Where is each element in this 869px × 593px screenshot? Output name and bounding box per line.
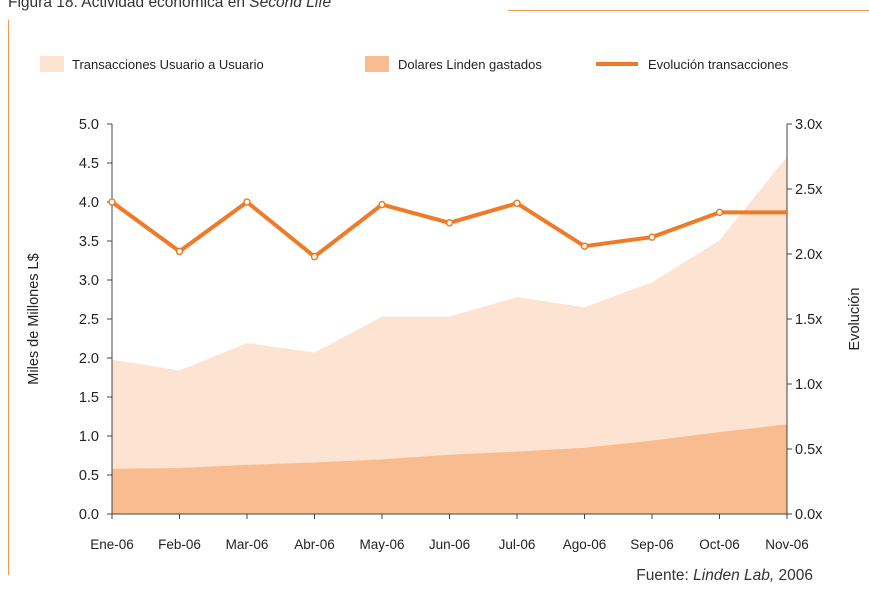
legend-label-3: Evolución transacciones <box>648 57 789 72</box>
line-point <box>310 252 319 261</box>
figure-title: Figura 18. Actividad económica en Second… <box>8 0 331 12</box>
frame-left-rule <box>8 20 9 575</box>
y-tick-label-right: 2.0x <box>795 247 823 263</box>
y-tick-label-left: 1.0 <box>79 429 99 445</box>
line-point <box>715 208 724 217</box>
y-tick-label-left: 4.0 <box>79 195 99 211</box>
legend-swatch-1 <box>40 56 64 72</box>
legend: Transacciones Usuario a Usuario Dolares L… <box>40 56 789 72</box>
x-tick-label: Feb-06 <box>158 537 201 552</box>
legend-swatch-2 <box>365 56 389 72</box>
y-tick-label-left: 2.0 <box>79 351 99 367</box>
y-tick-label-left: 0.5 <box>79 468 99 484</box>
x-tick-label: Ago-06 <box>563 537 607 552</box>
figure-title-text: Figura 18. Actividad económica en <box>8 0 250 11</box>
line-point <box>175 247 184 256</box>
source-prefix: Fuente: <box>636 567 694 584</box>
figure-title-italic: Second Life <box>249 0 332 11</box>
y-axis-title-left: Miles de Millones L$ <box>26 253 42 384</box>
source-note: Fuente: Linden Lab, 2006 <box>636 567 813 585</box>
chart-labels: 0.0 0.5 1.0 1.5 2.0 2.5 3.0 3.5 4.0 4.5 5.0 0.0x 0.5… <box>26 117 863 552</box>
line-point <box>513 199 521 208</box>
x-tick-label: Abr-06 <box>294 537 335 552</box>
y-tick-label-left: 5.0 <box>79 117 99 133</box>
y-tick-label-right: 1.0x <box>795 377 823 393</box>
y-tick-label-left: 3.0 <box>79 273 99 289</box>
y-tick-label-left: 3.5 <box>79 234 99 250</box>
legend-label-1: Transacciones Usuario a Usuario <box>72 57 264 72</box>
line-point <box>580 242 589 250</box>
x-tick-label: Mar-06 <box>226 537 269 552</box>
y-tick-label-right: 2.5x <box>795 182 823 198</box>
y-axis-title-right: Evolución <box>847 288 863 351</box>
chart-areas <box>112 156 787 514</box>
y-tick-label-left: 0.0 <box>79 507 99 523</box>
y-tick-label-right: 1.5x <box>795 312 823 328</box>
line-point <box>648 233 656 241</box>
y-tick-label-right: 0.0x <box>795 507 823 523</box>
y-tick-label-left: 1.5 <box>79 390 99 406</box>
area-series-1 <box>112 156 787 514</box>
source-suffix: 2006 <box>774 567 814 584</box>
chart-axes <box>107 123 792 519</box>
line-series <box>110 200 787 259</box>
x-tick-label: Jun-06 <box>429 537 470 552</box>
y-tick-label-right: 3.0x <box>795 117 823 133</box>
chart-line-series <box>108 198 787 261</box>
x-tick-label: May-06 <box>359 537 404 552</box>
area-series-2 <box>112 424 787 514</box>
y-tick-label-left: 4.5 <box>79 156 99 172</box>
legend-label-2: Dolares Linden gastados <box>398 57 542 72</box>
x-tick-label: Nov-06 <box>765 537 809 552</box>
x-tick-label: Oct-06 <box>699 537 740 552</box>
source-italic: Linden Lab, <box>693 567 775 584</box>
title-rule <box>508 10 869 11</box>
line-point <box>445 219 454 227</box>
x-tick-label: Ene-06 <box>90 537 134 552</box>
x-tick-label: Sep-06 <box>630 537 674 552</box>
y-tick-label-right: 0.5x <box>795 442 823 458</box>
y-tick-label-left: 2.5 <box>79 312 99 328</box>
x-tick-label: Jul-06 <box>499 537 536 552</box>
line-point <box>108 198 116 206</box>
line-point <box>378 200 386 209</box>
line-point <box>243 198 251 206</box>
